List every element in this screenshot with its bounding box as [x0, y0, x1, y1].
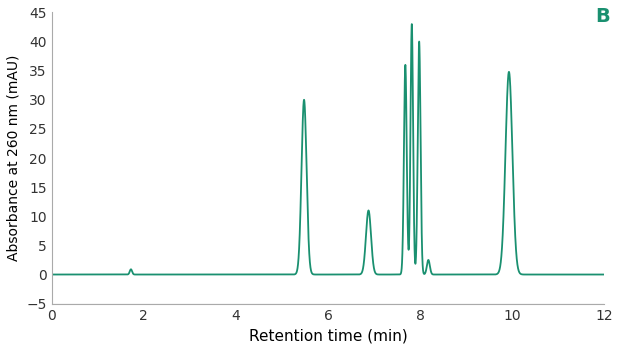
X-axis label: Retention time (min): Retention time (min): [249, 328, 407, 343]
Y-axis label: Absorbance at 260 nm (mAU): Absorbance at 260 nm (mAU): [7, 55, 21, 261]
Text: B: B: [595, 7, 609, 26]
